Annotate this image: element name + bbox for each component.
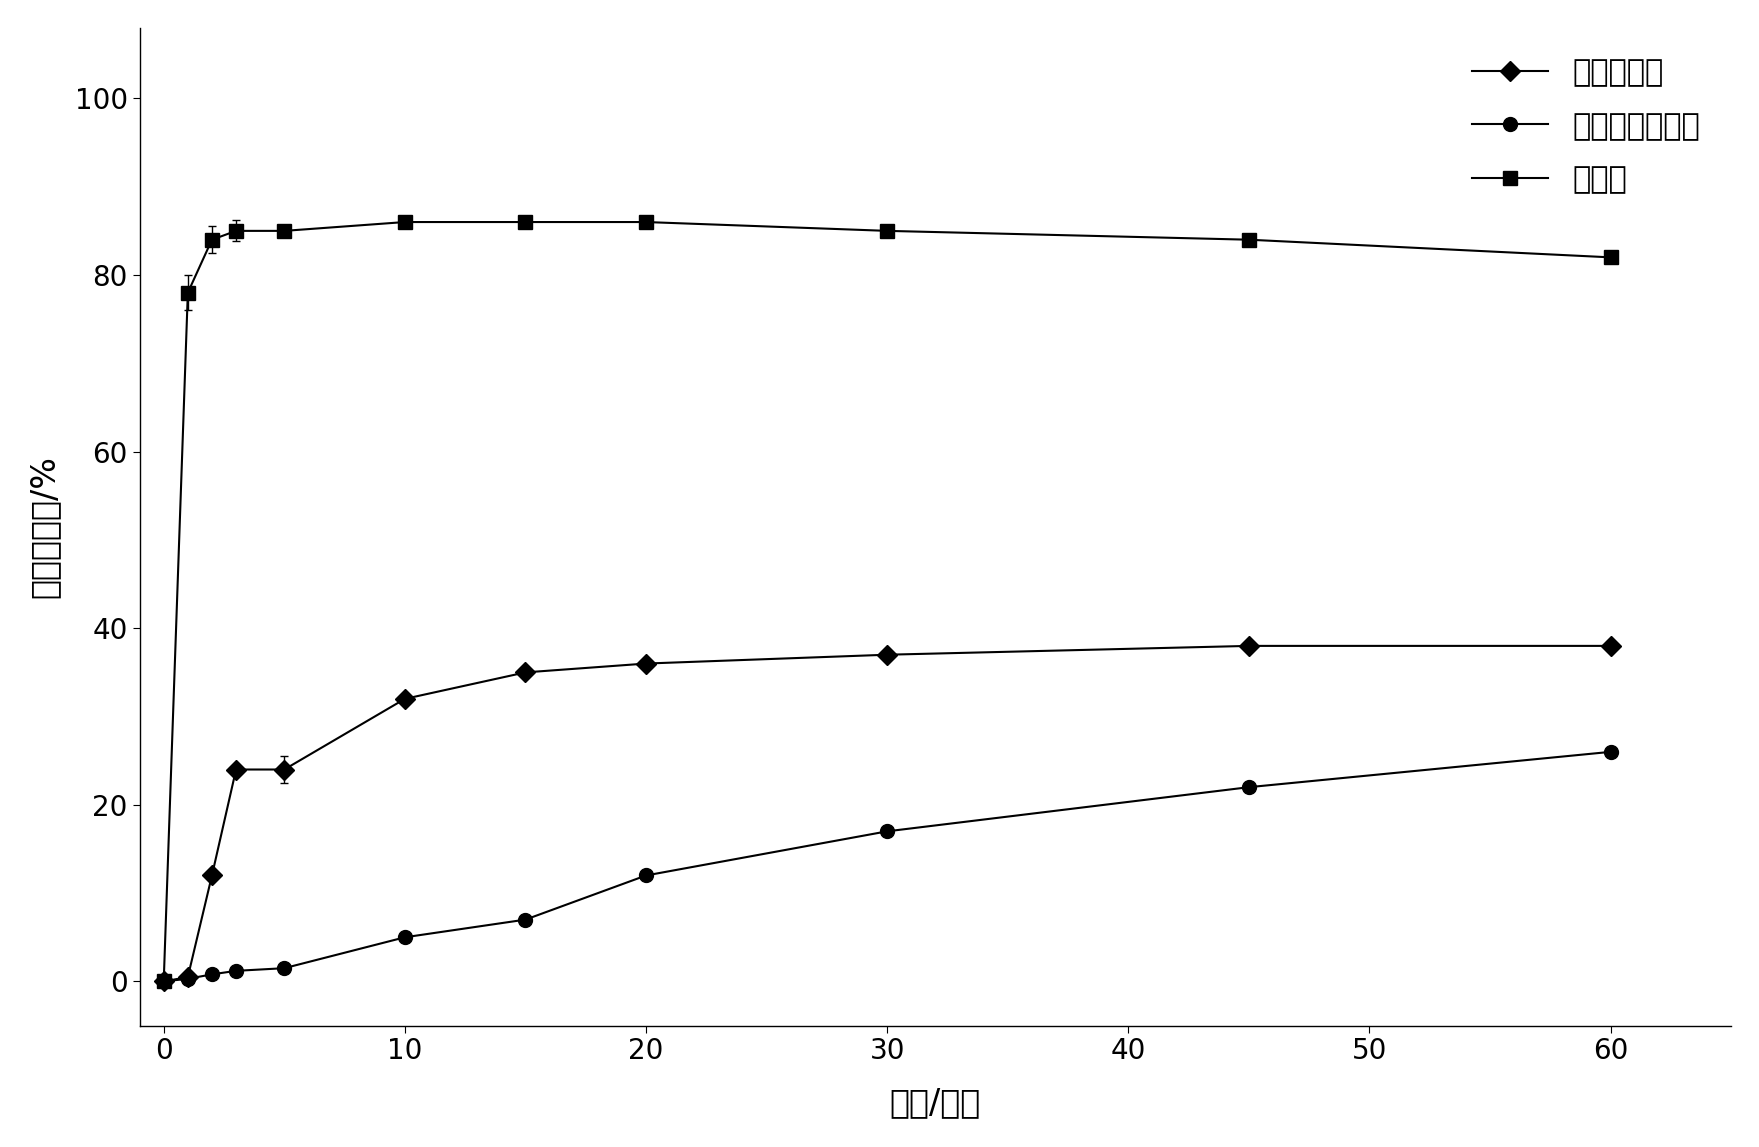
挤出物 [178, 286, 199, 299]
物理混合物 [876, 648, 897, 662]
Y-axis label: 溶出百分数/%: 溶出百分数/% [28, 455, 62, 599]
Line: 尼美舒利原料药: 尼美舒利原料药 [157, 744, 1618, 989]
挤出物 [394, 216, 415, 229]
挤出物 [1601, 250, 1622, 264]
挤出物 [274, 224, 296, 237]
尼美舒利原料药 [153, 975, 174, 989]
尼美舒利原料药 [394, 930, 415, 944]
物理混合物 [1238, 639, 1259, 653]
物理混合物 [1601, 639, 1622, 653]
挤出物 [201, 233, 222, 247]
尼美舒利原料药 [635, 868, 656, 882]
尼美舒利原料药 [1238, 780, 1259, 794]
物理混合物 [274, 763, 296, 777]
物理混合物 [153, 975, 174, 989]
X-axis label: 时间/分钟: 时间/分钟 [890, 1086, 982, 1119]
物理混合物 [225, 763, 246, 777]
挤出物 [153, 975, 174, 989]
Line: 物理混合物: 物理混合物 [157, 639, 1618, 989]
物理混合物 [515, 665, 536, 679]
尼美舒利原料药 [178, 972, 199, 985]
挤出物 [515, 216, 536, 229]
物理混合物 [201, 868, 222, 882]
尼美舒利原料药 [876, 825, 897, 838]
挤出物 [225, 224, 246, 237]
物理混合物 [394, 692, 415, 705]
Line: 挤出物: 挤出物 [157, 216, 1618, 989]
物理混合物 [178, 970, 199, 984]
尼美舒利原料药 [1601, 744, 1622, 758]
尼美舒利原料药 [201, 967, 222, 981]
挤出物 [635, 216, 656, 229]
尼美舒利原料药 [274, 961, 296, 975]
尼美舒利原料药 [515, 913, 536, 927]
挤出物 [876, 224, 897, 237]
物理混合物 [635, 657, 656, 671]
Legend: 物理混合物, 尼美舒利原料药, 挤出物: 物理混合物, 尼美舒利原料药, 挤出物 [1456, 44, 1717, 210]
尼美舒利原料药 [225, 963, 246, 977]
挤出物 [1238, 233, 1259, 247]
